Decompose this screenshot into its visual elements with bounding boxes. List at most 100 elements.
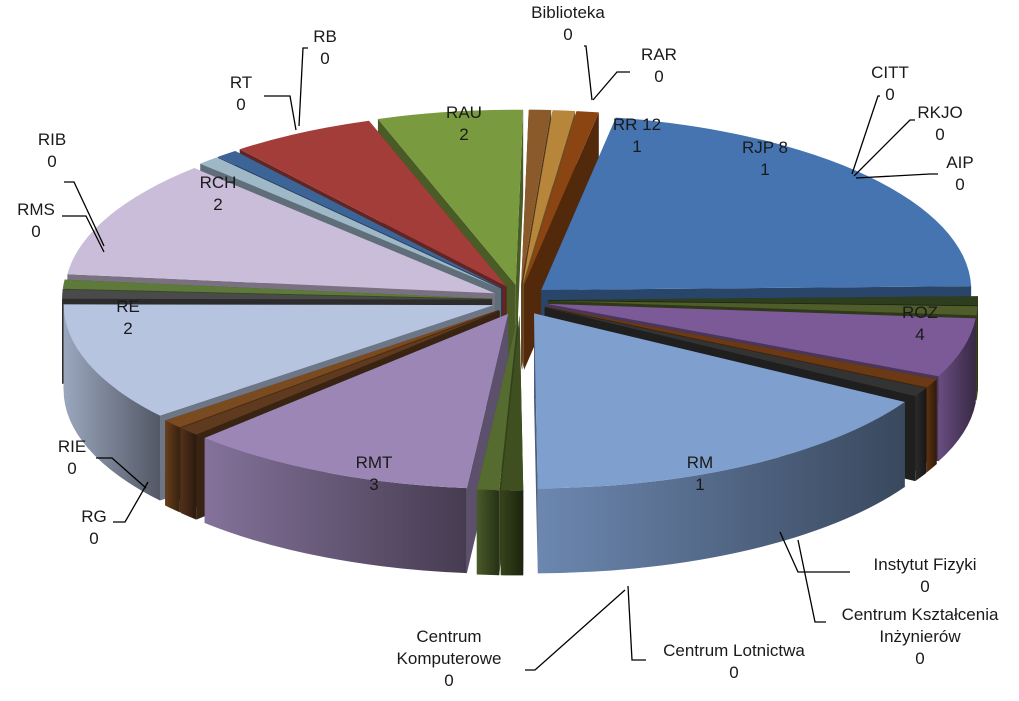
leader-line-rg — [113, 481, 149, 523]
slice-rim-rmt — [537, 401, 905, 574]
data-label-centrum-lotnictwa: Centrum Lotnictwa 0 — [663, 641, 805, 682]
data-label-value-centrum-komputerowe: 0 — [444, 671, 453, 690]
data-label-name-roz: ROZ — [902, 303, 938, 322]
data-label-value-citt: 0 — [885, 85, 894, 104]
slice-rjp-8 — [377, 109, 524, 285]
data-label-value-instytut-fizyki: 0 — [920, 577, 929, 596]
slice-rim-centrum-lotnictwa — [926, 379, 937, 473]
slice-rch — [63, 304, 494, 416]
data-label-rib: RIB 0 — [38, 130, 66, 171]
data-label-value-rmt: 3 — [369, 475, 378, 494]
slice-biblioteka — [200, 157, 501, 289]
slice-wall-rjp-8-1 — [515, 109, 524, 370]
data-label-centrum-komputerowe: Centrum Komputerowe 0 — [397, 627, 502, 690]
data-label-name-instytut-fizyki: Instytut Fizyki — [874, 555, 977, 574]
data-label-value-rjp-8: 1 — [760, 160, 769, 179]
data-label-value-centrum-ksztalcenia-inzynierow: 0 — [915, 649, 924, 668]
slice-rau — [67, 168, 495, 294]
slice-re — [204, 313, 509, 489]
slice-aip — [524, 111, 599, 285]
data-label-name-rg: RG — [81, 507, 107, 526]
data-label-name-rau: RAU — [446, 103, 482, 122]
leader-line-aip — [855, 173, 938, 179]
data-label-name-centrum-lotnictwa: Centrum Lotnictwa — [663, 641, 805, 660]
leader-line-instytut-fizyki — [779, 531, 850, 573]
leader-line-rb — [298, 47, 308, 127]
data-label-rjp-8: RJP 8 1 — [742, 138, 788, 179]
data-label-re: RE 2 — [116, 297, 140, 338]
slice-roz — [541, 117, 972, 290]
data-label-name-rms: RMS — [17, 200, 55, 219]
data-label-name-rie: RIE — [58, 437, 86, 456]
data-label-instytut-fizyki: Instytut Fizyki 0 — [874, 555, 977, 596]
data-label-value-rar: 0 — [654, 67, 663, 86]
data-label-rie: RIE 0 — [58, 437, 86, 478]
data-label-centrum-ksztalcenia-inzynierow: Centrum Kształcenia Inżynierów 0 — [842, 605, 999, 668]
slice-rkjo — [522, 110, 576, 285]
slice-rim-centrum-ksztalcenia-inzynierow — [976, 306, 978, 401]
data-label-value-rb: 0 — [320, 49, 329, 68]
data-label-name-centrum-ksztalcenia-inzynierow: Inżynierów — [879, 627, 961, 646]
data-label-rg: RG 0 — [81, 507, 107, 548]
data-label-value-rib: 0 — [47, 152, 56, 171]
leader-line-citt — [851, 95, 880, 175]
data-label-value-rie: 0 — [67, 459, 76, 478]
data-label-rms: RMS 0 — [17, 200, 55, 241]
data-labels: ROZ 4 Instytut Fizyki 0 Centrum Kształcenia I… — [17, 3, 999, 690]
slice-rim-rie — [476, 489, 500, 576]
slice-rim-rms — [180, 428, 197, 520]
data-label-value-roz: 4 — [915, 325, 924, 344]
slice-rim-rch — [63, 305, 161, 501]
slice-rim-re — [204, 437, 467, 574]
slice-centrum-komputerowe — [544, 307, 927, 397]
data-label-value-rkjo: 0 — [935, 125, 944, 144]
data-label-biblioteka: Biblioteka 0 — [531, 3, 605, 44]
data-label-rb: RB 0 — [313, 27, 337, 68]
slice-instytut-fizyki — [547, 296, 978, 306]
slice-rmt — [534, 313, 905, 489]
slice-rib — [165, 310, 499, 428]
data-label-rmt: RMT 3 — [356, 453, 393, 494]
slice-rie — [476, 315, 519, 491]
data-label-name-citt: CITT — [871, 63, 909, 82]
slice-rr-12 — [239, 120, 507, 287]
leader-line-centrum-ksztalcenia-inzynierow — [797, 539, 826, 623]
data-label-rch: RCH 2 — [200, 173, 237, 214]
slice-centrum-lotnictwa — [545, 306, 937, 388]
slice-rb — [62, 279, 493, 299]
data-label-name-rar: RAR — [641, 45, 677, 64]
data-label-value-re: 2 — [123, 319, 132, 338]
data-label-roz: ROZ 4 — [902, 303, 938, 344]
data-label-rr-12: RR 12 1 — [613, 115, 661, 156]
slice-rt — [62, 289, 493, 300]
data-label-value-rm: 1 — [695, 475, 704, 494]
slice-wall-rmt-1 — [534, 313, 538, 574]
data-label-citt: CITT 0 — [871, 63, 909, 104]
data-label-rm: RM 1 — [687, 453, 713, 494]
data-label-name-rb: RB — [313, 27, 337, 46]
slice-rms — [180, 310, 500, 435]
data-label-name-rkjo: RKJO — [917, 103, 962, 122]
data-label-name-rjp-8: RJP 8 — [742, 138, 788, 157]
slice-tops — [62, 109, 978, 491]
data-label-value-centrum-lotnictwa: 0 — [729, 663, 738, 682]
data-label-value-rg: 0 — [89, 529, 98, 548]
data-label-name-rr-12: RR 12 — [613, 115, 661, 134]
leader-line-rar — [592, 71, 630, 101]
slice-rm — [547, 303, 976, 377]
slice-rim-rg — [500, 490, 524, 576]
data-label-name-rmt: RMT — [356, 453, 393, 472]
leader-line-biblioteka — [584, 45, 593, 101]
slice-rim-rm — [938, 318, 976, 462]
leader-line-rms — [62, 215, 105, 253]
leader-line-centrum-komputerowe — [525, 589, 626, 671]
data-label-name-biblioteka: Biblioteka — [531, 3, 605, 22]
data-label-value-rr-12: 1 — [632, 137, 641, 156]
data-label-name-re: RE — [116, 297, 140, 316]
leader-line-rib — [64, 181, 105, 247]
data-label-rau: RAU 2 — [446, 103, 482, 144]
data-label-value-rt: 0 — [236, 95, 245, 114]
slice-centrum-ksztalcenia-inzynierow — [547, 300, 978, 316]
data-label-name-centrum-komputerowe: Komputerowe — [397, 649, 502, 668]
